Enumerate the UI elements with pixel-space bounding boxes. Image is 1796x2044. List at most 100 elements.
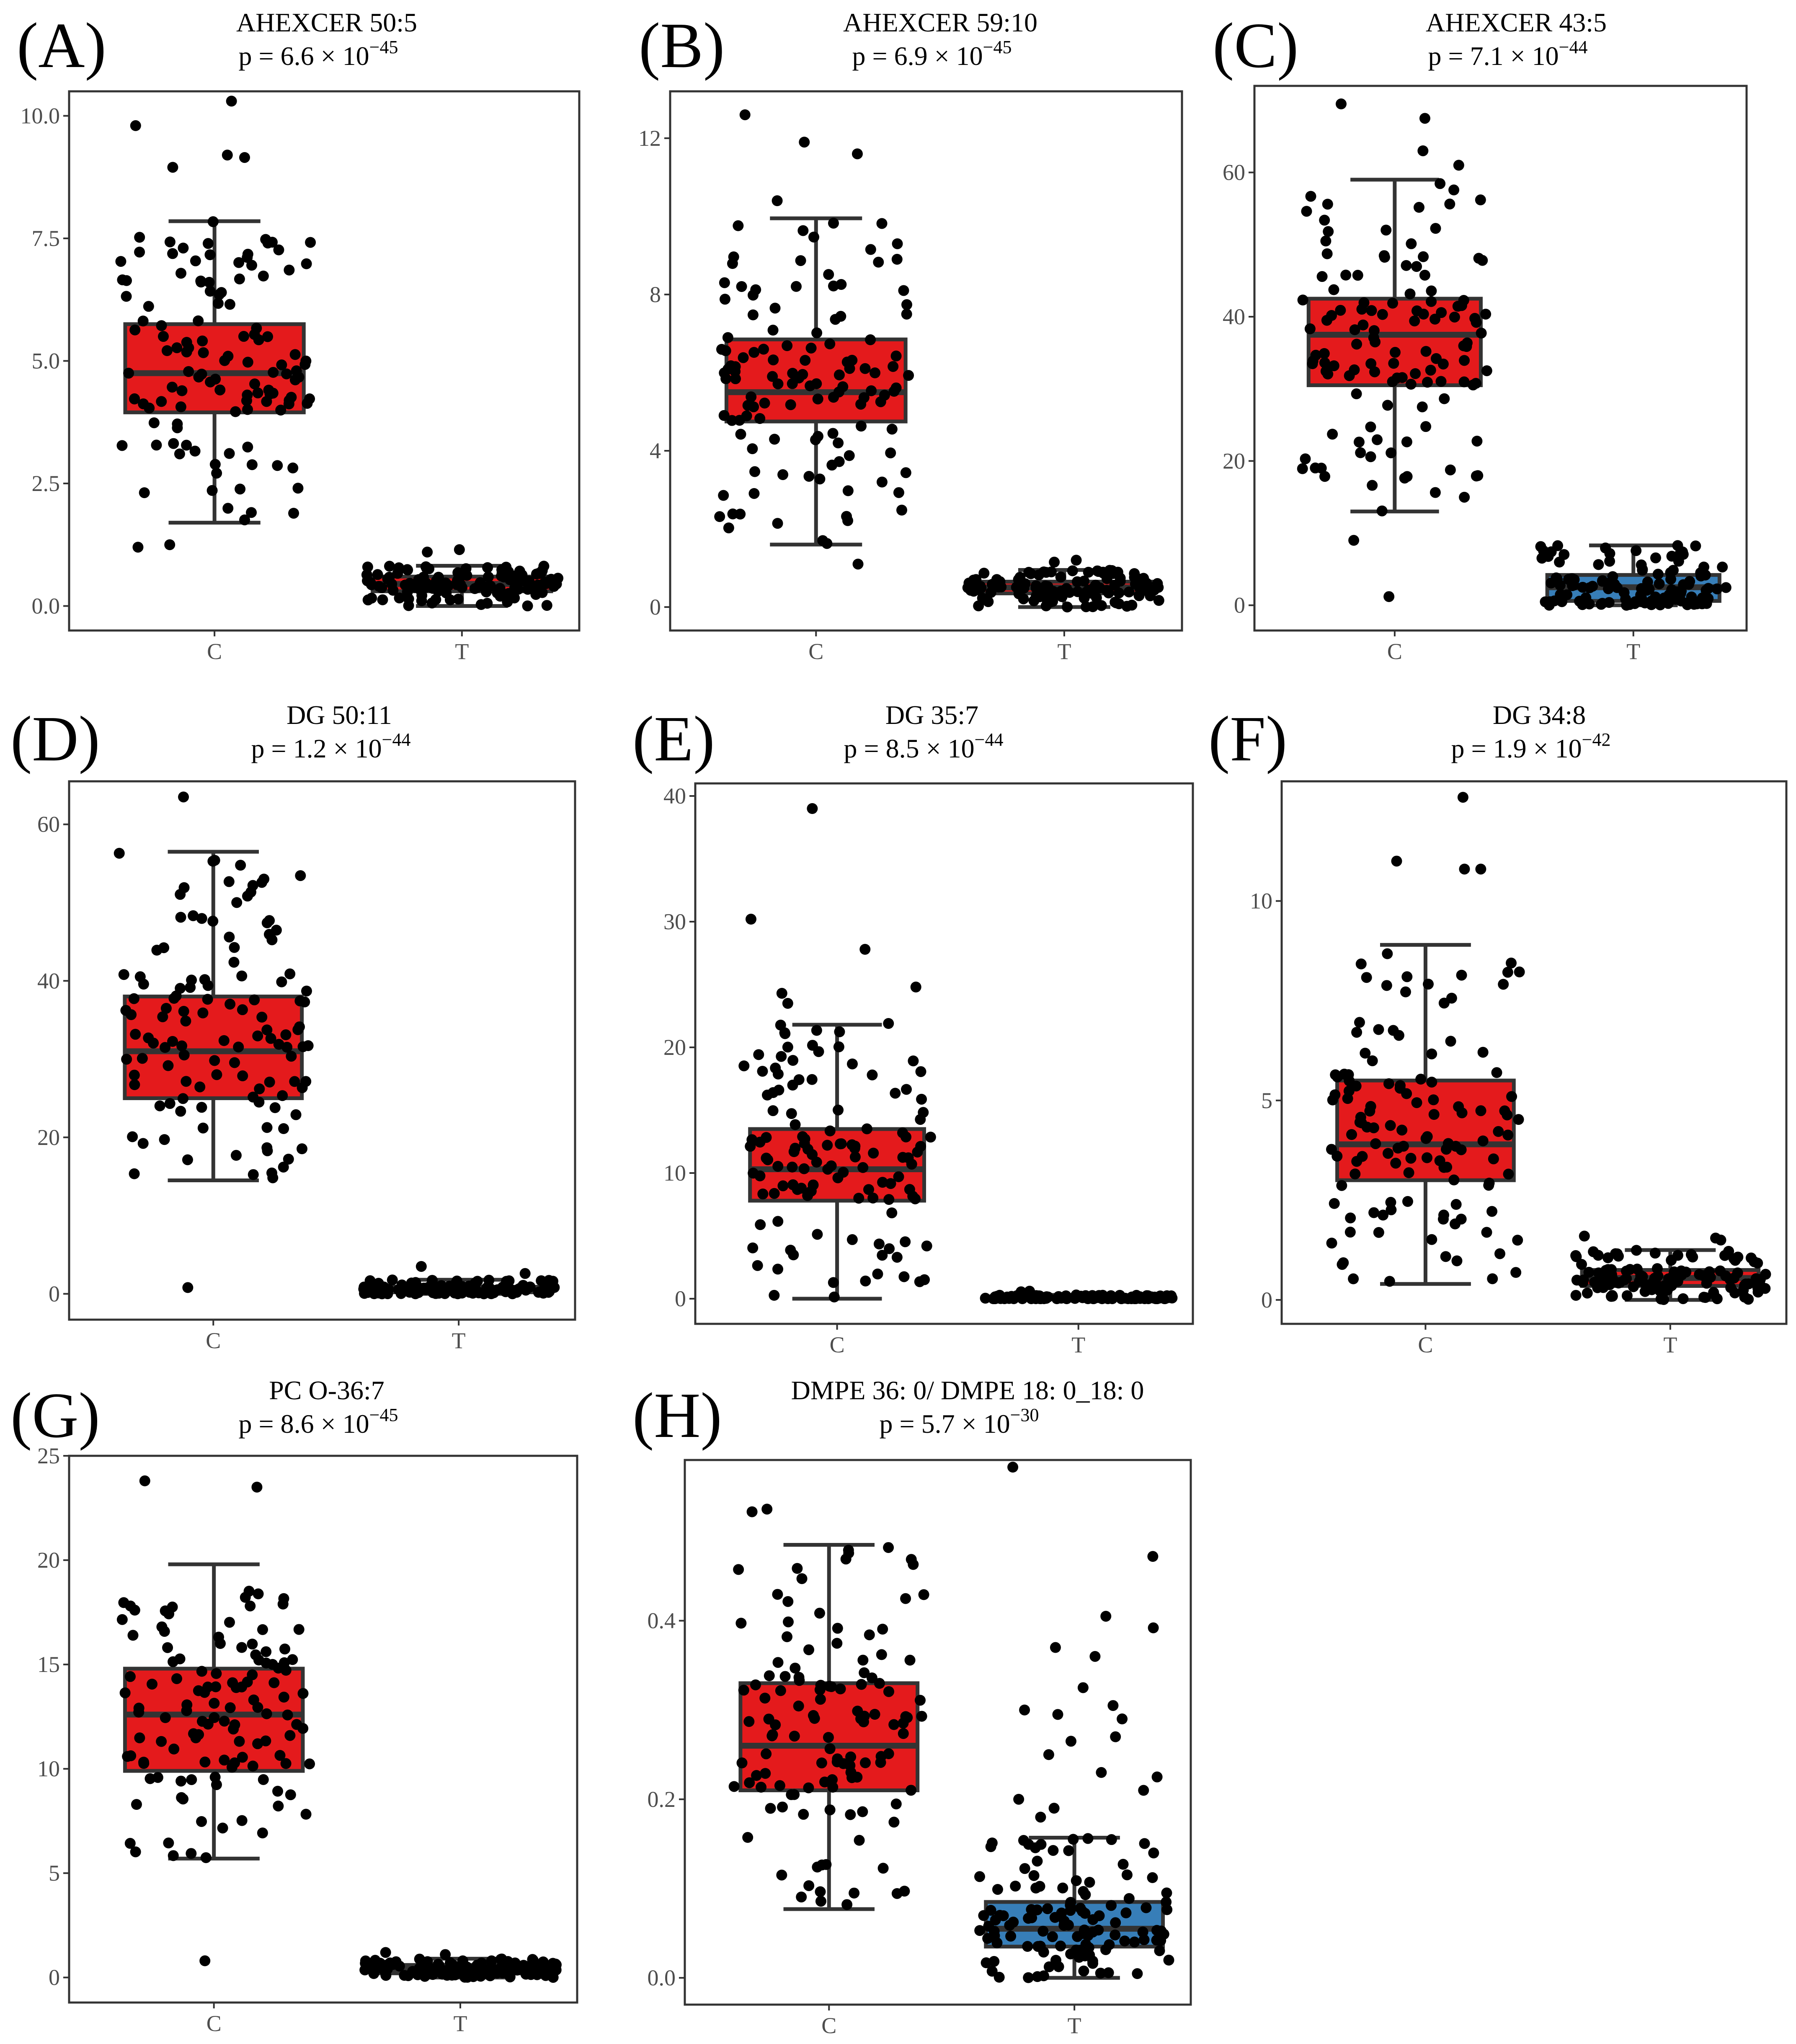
data-point <box>1110 1917 1121 1928</box>
data-point <box>550 1963 562 1974</box>
data-point <box>456 582 467 593</box>
data-point <box>1154 1945 1165 1956</box>
data-point <box>875 396 886 407</box>
data-point <box>274 1750 286 1761</box>
data-point <box>129 1070 140 1081</box>
data-point <box>1461 337 1473 349</box>
data-point <box>772 1160 784 1172</box>
data-point <box>1384 1276 1395 1287</box>
data-point <box>1450 1199 1462 1210</box>
data-point <box>978 568 990 579</box>
data-point <box>995 1291 1006 1302</box>
data-point <box>735 1618 747 1629</box>
data-point <box>1417 401 1428 413</box>
data-point <box>1677 1293 1689 1304</box>
data-point <box>793 1672 805 1683</box>
data-point <box>866 1672 877 1684</box>
data-point <box>782 1041 793 1053</box>
data-point-outlier <box>776 988 787 999</box>
data-point <box>262 238 274 249</box>
data-point-outlier <box>1579 1230 1590 1242</box>
data-point <box>860 1275 871 1287</box>
data-point <box>1598 1280 1610 1291</box>
data-point <box>175 1106 186 1117</box>
p-value-exponent: −44 <box>975 729 1004 750</box>
data-point <box>183 366 194 377</box>
data-point <box>841 511 852 522</box>
y-tick-label: 20 <box>663 1035 686 1060</box>
data-point <box>123 367 134 379</box>
data-point <box>750 1679 761 1690</box>
data-point <box>823 1732 834 1743</box>
data-point <box>1510 1267 1522 1278</box>
data-point <box>828 217 839 229</box>
data-point <box>362 575 373 587</box>
data-point <box>824 1804 836 1816</box>
data-point <box>127 1131 138 1142</box>
y-tick-label: 0.0 <box>648 1965 676 1990</box>
data-point <box>229 1757 240 1768</box>
data-point <box>796 1892 807 1903</box>
data-point <box>864 1629 875 1641</box>
data-point <box>779 1671 791 1682</box>
data-point <box>1714 1265 1726 1277</box>
plot-frame <box>694 782 1194 1325</box>
data-point <box>1471 435 1483 447</box>
data-point <box>224 931 235 943</box>
data-point <box>751 1770 762 1781</box>
data-point <box>811 327 823 339</box>
data-point <box>790 1142 801 1154</box>
data-point <box>1093 1925 1104 1936</box>
data-point <box>833 386 844 398</box>
data-point <box>748 289 759 301</box>
data-point <box>1401 260 1412 271</box>
data-point <box>1050 1955 1061 1966</box>
data-point <box>1319 357 1330 368</box>
data-point <box>488 1287 499 1298</box>
data-point <box>833 369 845 380</box>
data-point <box>1659 592 1670 604</box>
data-point <box>1435 376 1447 387</box>
data-point <box>1584 582 1595 594</box>
data-point <box>387 1959 399 1970</box>
data-point <box>772 1068 784 1080</box>
data-point <box>738 1060 750 1072</box>
data-point <box>772 1589 783 1600</box>
data-point <box>1068 1834 1079 1845</box>
data-point <box>281 1041 293 1053</box>
data-point <box>1019 1863 1030 1874</box>
data-point <box>823 269 834 280</box>
p-value-exponent: −44 <box>382 729 411 750</box>
group-C <box>115 96 316 553</box>
data-point <box>181 337 192 348</box>
data-point <box>237 1004 248 1016</box>
data-point <box>761 1748 772 1760</box>
data-point <box>209 1698 220 1709</box>
data-point <box>767 325 779 336</box>
data-point <box>777 1801 788 1813</box>
data-point <box>754 413 766 424</box>
data-point <box>828 1277 839 1288</box>
data-point-outlier <box>1013 1793 1024 1805</box>
data-point <box>1472 470 1484 481</box>
data-point <box>267 1659 278 1670</box>
data-point <box>1079 1924 1090 1935</box>
data-point <box>1420 421 1432 432</box>
chart-title: DG 35:7 <box>885 700 978 730</box>
data-point <box>291 1719 302 1730</box>
data-point <box>1332 1150 1343 1162</box>
data-point <box>257 1624 268 1635</box>
data-point <box>297 1688 309 1699</box>
data-point <box>144 403 155 414</box>
data-point <box>824 1125 836 1137</box>
data-point <box>1038 566 1050 578</box>
points <box>115 96 316 553</box>
data-point <box>726 415 738 426</box>
data-point <box>1469 313 1481 324</box>
data-point <box>242 1676 253 1687</box>
data-point <box>1095 1967 1106 1979</box>
data-point-outlier <box>807 803 818 814</box>
data-point <box>986 1837 998 1849</box>
data-point <box>1400 986 1411 997</box>
